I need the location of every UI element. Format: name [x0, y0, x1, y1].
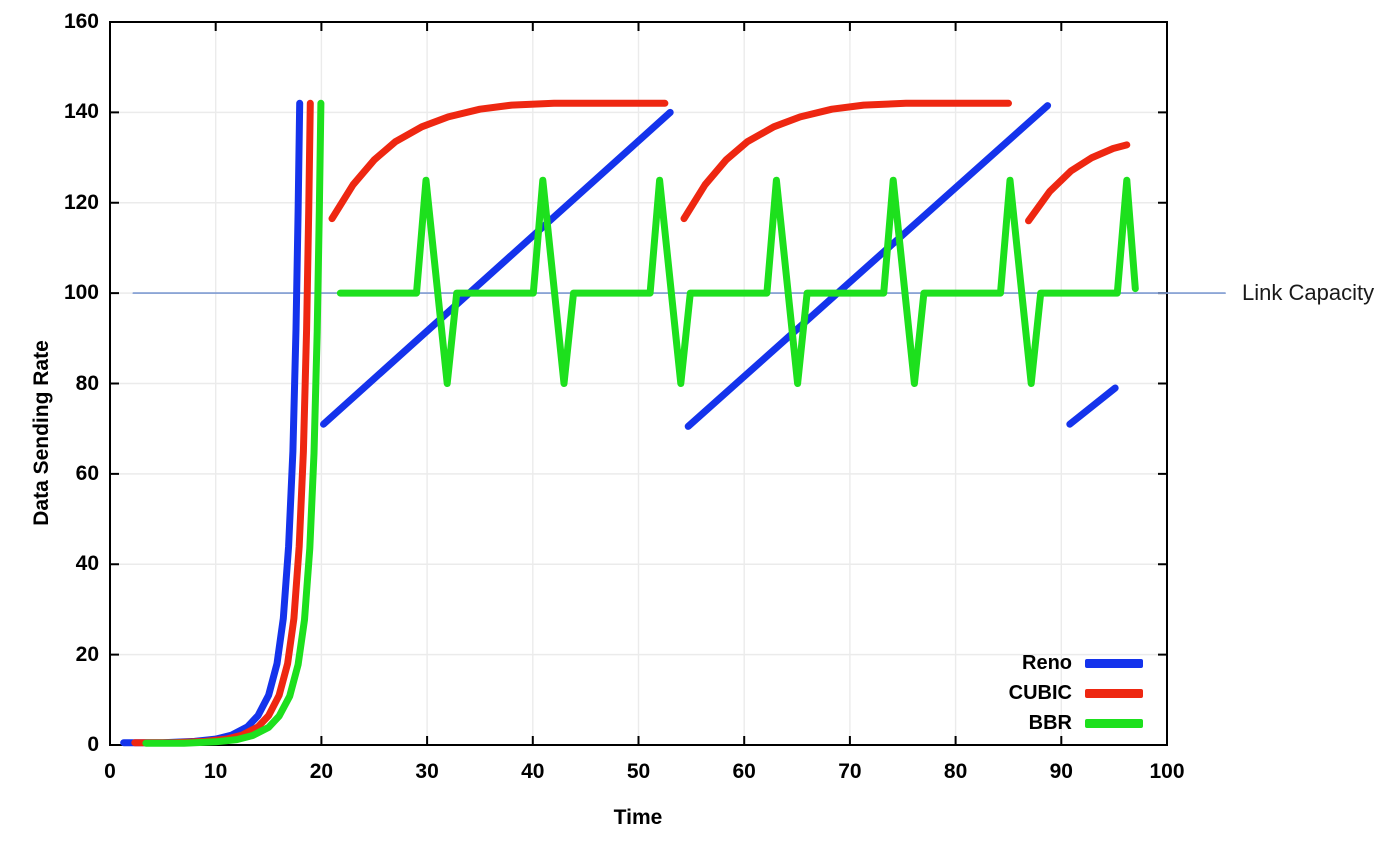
x-tick-label: 50	[626, 760, 651, 783]
series-line-reno	[320, 108, 674, 428]
y-tick-label: 0	[87, 733, 99, 756]
series-line-reno	[684, 102, 1052, 430]
legend-label: BBR	[1028, 712, 1072, 734]
x-tick-label: 20	[309, 760, 334, 783]
y-tick-label: 60	[75, 461, 99, 485]
x-tick-label: 60	[732, 760, 756, 783]
y-tick-label: 100	[63, 281, 99, 305]
series-line-cubic	[680, 99, 1012, 223]
legend: Reno CUBIC BBR	[1009, 648, 1143, 738]
x-tick-label: 30	[415, 760, 439, 783]
x-tick-label: 70	[838, 760, 862, 783]
x-tick-label: 80	[943, 760, 968, 783]
legend-row: Reno	[1009, 648, 1143, 678]
legend-row: BBR	[1009, 708, 1143, 738]
link-capacity-label: Link Capacity	[1242, 280, 1375, 305]
legend-label: Reno	[1022, 652, 1072, 674]
y-tick-label: 80	[75, 371, 99, 395]
y-axis-title: Data Sending Rate	[30, 340, 53, 526]
legend-row: CUBIC	[1009, 678, 1143, 708]
legend-swatch	[1085, 688, 1143, 698]
y-tick-label: 40	[75, 552, 99, 576]
series-line-cubic	[131, 99, 314, 747]
series-line-cubic	[328, 99, 669, 223]
series-line-reno	[1066, 384, 1119, 428]
y-tick-label: 160	[63, 10, 99, 33]
y-tick-label: 120	[63, 190, 99, 214]
x-tick-label: 40	[521, 760, 545, 783]
series-line-bbr	[336, 176, 1139, 387]
legend-swatch	[1085, 658, 1143, 668]
x-tick-label: 10	[204, 760, 228, 783]
x-tick-label: 100	[1149, 760, 1185, 783]
legend-swatch	[1085, 718, 1143, 728]
series-line-bbr	[142, 99, 325, 747]
y-tick-label: 20	[75, 642, 99, 666]
x-tick-label: 0	[104, 760, 116, 783]
y-tick-label: 140	[63, 100, 99, 124]
legend-label: CUBIC	[1008, 682, 1072, 704]
series-line-cubic	[1025, 141, 1131, 225]
series-line-reno	[120, 99, 304, 747]
x-tick-label: 90	[1049, 760, 1073, 783]
x-axis-title: Time	[613, 806, 663, 829]
